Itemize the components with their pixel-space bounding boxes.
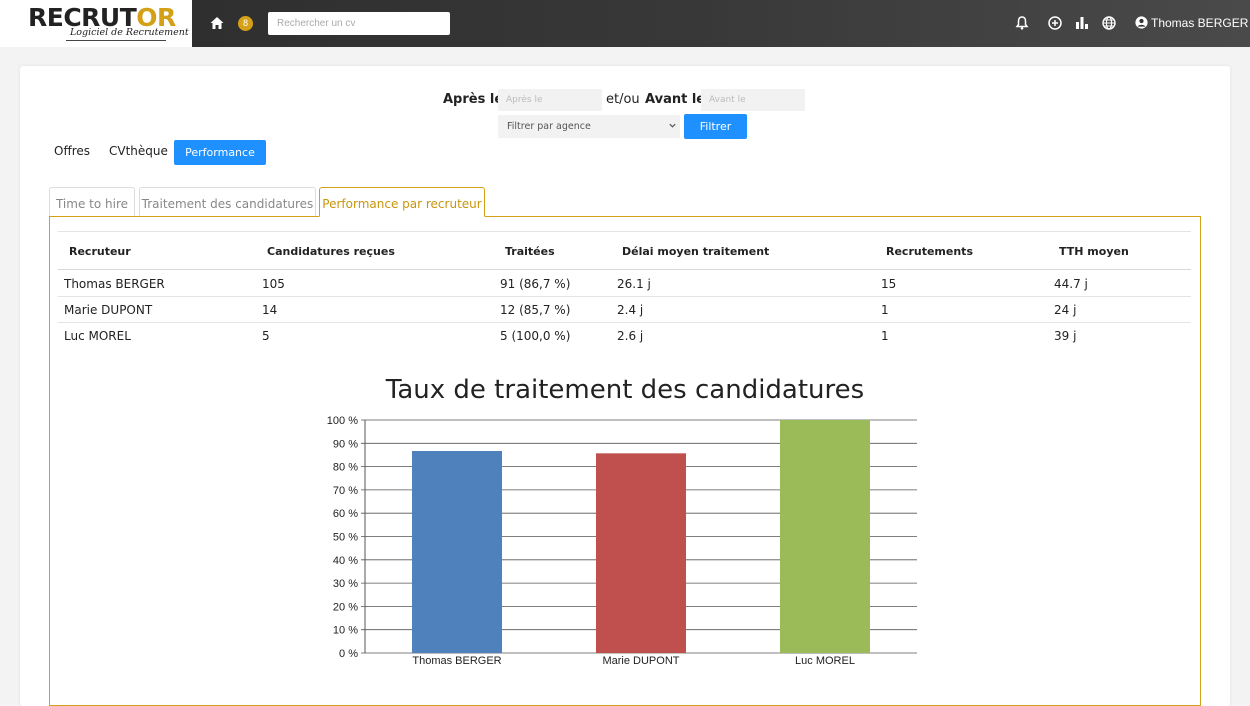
cell-recrutements: 1 — [881, 329, 889, 343]
bar — [596, 453, 686, 653]
table-divider — [58, 231, 1191, 232]
col-header-traitees: Traitées — [505, 245, 555, 258]
bell-icon[interactable] — [1014, 15, 1030, 31]
y-tick-label: 90 % — [333, 438, 358, 450]
user-avatar-icon[interactable] — [1135, 16, 1148, 29]
table-divider — [58, 296, 1191, 297]
before-date-label: Avant le — [645, 92, 706, 107]
cell-traitees: 5 (100,0 %) — [500, 329, 571, 343]
table-divider — [58, 269, 1191, 270]
y-tick-label: 50 % — [333, 532, 358, 544]
cell-recrutements: 15 — [881, 277, 897, 291]
cell-candidatures: 5 — [262, 329, 270, 343]
y-tick-label: 80 % — [333, 462, 358, 474]
agency-select[interactable]: Filtrer par agence — [498, 115, 680, 138]
col-header-delai: Délai moyen traitement — [622, 245, 770, 258]
cell-recruteur: Marie DUPONT — [64, 303, 153, 317]
cell-delai: 26.1 j — [617, 277, 651, 291]
cell-candidatures: 14 — [262, 303, 278, 317]
logo[interactable]: RECRUTOR Logiciel de Recrutement — [0, 0, 192, 47]
after-date-label: Après le — [443, 92, 504, 107]
col-header-tth: TTH moyen — [1059, 245, 1129, 258]
col-header-recruteur: Recruteur — [69, 245, 131, 258]
x-tick-label: Luc MOREL — [795, 655, 855, 667]
cell-recrutements: 1 — [881, 303, 889, 317]
chevron-down-icon — [669, 123, 676, 128]
chart-title: Taux de traitement des candidatures — [385, 375, 865, 405]
subtab-performance-recruteur[interactable]: Performance par recruteur — [319, 187, 485, 217]
subtab-time-to-hire[interactable]: Time to hire — [49, 187, 135, 216]
y-tick-label: 0 % — [339, 648, 358, 660]
cell-delai: 2.4 j — [617, 303, 644, 317]
cell-tth: 24 j — [1054, 303, 1077, 317]
cell-candidatures: 105 — [262, 277, 285, 291]
col-header-recrutements: Recrutements — [886, 245, 973, 258]
notification-count-badge[interactable]: 8 — [238, 16, 253, 31]
tab-performance[interactable]: Performance — [174, 140, 266, 165]
before-date-input[interactable] — [701, 89, 805, 111]
cell-traitees: 91 (86,7 %) — [500, 277, 571, 291]
processing-rate-bar-chart: 0 % 10 % 20 % 30 % 40 % 50 % 60 % 70 % 80 % 90 % 1… — [327, 415, 917, 667]
bar — [412, 450, 502, 653]
home-icon[interactable] — [209, 15, 225, 31]
y-tick-label: 30 % — [333, 578, 358, 590]
after-date-input[interactable] — [498, 89, 602, 111]
tab-cvtheque[interactable]: CVthèque — [109, 144, 168, 158]
and-or-label: et/ou — [606, 92, 640, 107]
table-divider — [58, 322, 1191, 323]
bar-chart-icon[interactable] — [1074, 15, 1090, 31]
logo-underline — [66, 40, 166, 41]
cell-delai: 2.6 j — [617, 329, 644, 343]
y-tick-label: 40 % — [333, 555, 358, 567]
user-name[interactable]: Thomas BERGER — [1151, 16, 1249, 30]
y-tick-label: 70 % — [333, 485, 358, 497]
tab-offres[interactable]: Offres — [54, 144, 91, 158]
x-tick-label: Marie DUPONT — [602, 655, 679, 667]
y-tick-label: 10 % — [333, 625, 358, 637]
add-circle-icon[interactable] — [1047, 15, 1063, 31]
y-tick-label: 20 % — [333, 601, 358, 613]
logo-subtitle: Logiciel de Recrutement — [70, 27, 189, 38]
filter-button[interactable]: Filtrer — [684, 114, 747, 139]
globe-icon[interactable] — [1101, 15, 1117, 31]
top-navbar: RECRUTOR Logiciel de Recrutement 8 Thoma… — [0, 0, 1250, 47]
y-tick-label: 100 % — [327, 415, 358, 427]
logo-text: RECRUTOR — [28, 3, 176, 32]
x-tick-label: Thomas BERGER — [412, 655, 501, 667]
cell-tth: 44.7 j — [1054, 277, 1088, 291]
search-cv-input[interactable] — [268, 12, 450, 35]
cell-traitees: 12 (85,7 %) — [500, 303, 571, 317]
cell-recruteur: Thomas BERGER — [64, 277, 165, 291]
cell-tth: 39 j — [1054, 329, 1077, 343]
bar — [780, 420, 870, 653]
y-tick-label: 60 % — [333, 508, 358, 520]
col-header-candidatures: Candidatures reçues — [267, 245, 395, 258]
cell-recruteur: Luc MOREL — [64, 329, 131, 343]
subtab-traitement-candidatures[interactable]: Traitement des candidatures — [139, 187, 316, 216]
